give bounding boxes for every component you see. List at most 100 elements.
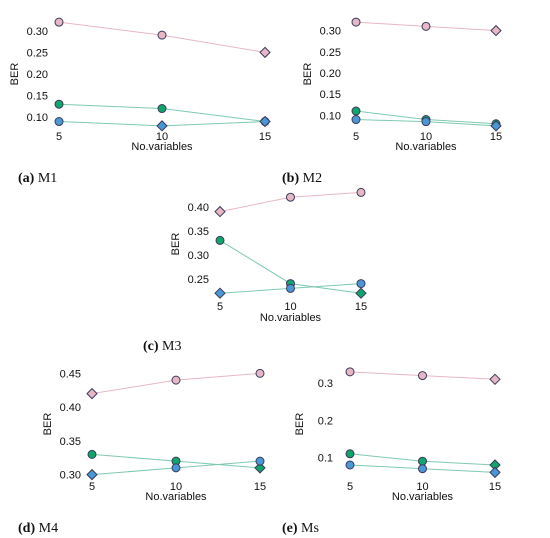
y-tick-label: 0.35 <box>60 436 81 448</box>
y-tick-label: 0.40 <box>60 402 81 414</box>
panel-caption: (d) M4 <box>18 521 58 536</box>
y-tick-label: 0.25 <box>188 274 209 286</box>
caption-letter: (b) <box>282 171 299 186</box>
data-point-diamond <box>259 46 271 59</box>
y-tick-label: 0.25 <box>320 47 341 59</box>
caption-text: M2 <box>299 171 322 186</box>
panel-caption: (a) M1 <box>18 171 57 186</box>
x-tick-label: 15 <box>259 131 271 143</box>
panel-caption: (e) Ms <box>282 521 319 536</box>
caption-letter: (d) <box>18 521 35 536</box>
data-point-circle <box>351 17 361 27</box>
data-point-circle <box>345 460 355 470</box>
x-tick-label: 10 <box>416 481 428 493</box>
data-point-diamond <box>489 373 501 386</box>
data-point-circle <box>54 99 64 109</box>
data-point-circle <box>351 115 361 125</box>
y-tick-label: 0.25 <box>27 47 48 59</box>
data-point-circle <box>345 367 355 377</box>
panel-caption: (c) M3 <box>143 339 182 354</box>
x-tick-label: 5 <box>217 301 223 313</box>
data-point-diamond <box>355 287 367 299</box>
y-tick-label: 0.20 <box>320 68 341 80</box>
x-tick-label: 5 <box>347 481 353 493</box>
x-tick-label: 15 <box>355 301 367 313</box>
data-point-circle <box>54 17 64 27</box>
data-point-circle <box>255 368 265 378</box>
y-tick-label: 0.30 <box>60 470 81 482</box>
data-point-circle <box>286 283 295 293</box>
data-point-circle <box>356 187 366 197</box>
data-point-diamond <box>86 387 98 400</box>
chart-panel-3: 0.25 0.30 0.35 0.40 5 10 15 No.variables BER (c) … <box>143 187 367 354</box>
y-tick-label: 0.35 <box>188 226 209 238</box>
x-tick-label: 10 <box>284 301 296 313</box>
chart-panel-2: 0.10 0.15 0.20 0.25 0.30 5 10 15 No.variables BER… <box>282 17 502 186</box>
chart-panel-1: 0.10 0.15 0.20 0.25 0.30 5 10 15 No.variables BER… <box>9 17 271 186</box>
chart-panel-5: 0.1 0.2 0.3 5 10 15 No.variables BER (e) Ms <box>282 367 501 536</box>
y-tick-label: 0.20 <box>27 69 48 81</box>
y-tick-label: 0.10 <box>320 110 341 122</box>
data-point-diamond <box>490 120 502 132</box>
x-tick-label: 5 <box>56 131 62 143</box>
y-axis-label: BER <box>302 63 314 86</box>
x-tick-label: 5 <box>89 481 95 493</box>
y-tick-label: 0.40 <box>188 202 209 214</box>
y-tick-label: 0.30 <box>320 26 341 38</box>
x-tick-label: 15 <box>490 131 502 143</box>
data-point-circle <box>418 464 427 474</box>
y-axis-label: BER <box>294 413 306 436</box>
y-tick-label: 0.2 <box>318 415 333 427</box>
y-tick-label: 0.30 <box>188 250 209 262</box>
caption-letter: (a) <box>18 171 35 186</box>
data-point-circle <box>171 463 181 473</box>
y-axis-label: BER <box>9 63 21 86</box>
data-point-diamond <box>86 468 98 481</box>
y-axis-label: BER <box>42 413 54 436</box>
data-point-circle <box>157 30 167 40</box>
y-tick-label: 0.15 <box>320 89 341 101</box>
data-point-diamond <box>254 462 266 474</box>
x-axis-label: No.variables <box>395 141 457 153</box>
data-point-circle <box>356 279 366 289</box>
x-tick-label: 15 <box>489 481 501 493</box>
x-axis-label: No.variables <box>392 491 454 503</box>
caption-text: M3 <box>159 339 182 354</box>
y-tick-label: 0.1 <box>318 453 333 465</box>
data-point-diamond <box>490 24 502 37</box>
data-point-circle <box>215 235 225 245</box>
caption-text: M1 <box>34 171 57 186</box>
data-point-circle <box>87 449 97 459</box>
data-point-circle <box>171 375 181 385</box>
x-tick-label: 5 <box>353 131 359 143</box>
data-point-diamond <box>489 466 501 479</box>
y-axis-label: BER <box>170 233 182 256</box>
data-point-diamond <box>156 120 168 132</box>
x-tick-label: 15 <box>254 481 266 493</box>
data-point-diamond <box>259 115 271 128</box>
data-point-circle <box>351 106 361 116</box>
data-point-diamond <box>214 205 226 218</box>
data-point-circle <box>421 117 431 127</box>
data-point-circle <box>54 117 64 127</box>
y-tick-label: 0.10 <box>27 112 48 124</box>
data-point-circle <box>286 192 295 202</box>
chart-panel-4: 0.30 0.35 0.40 0.45 5 10 15 No.variables BER (d) … <box>18 368 266 536</box>
data-point-circle <box>421 21 431 31</box>
caption-text: M4 <box>35 521 58 536</box>
data-point-circle <box>255 456 265 466</box>
y-tick-label: 0.45 <box>60 368 81 380</box>
caption-letter: (c) <box>143 339 159 354</box>
x-axis-label: No.variables <box>260 312 322 324</box>
x-axis-label: No.variables <box>131 141 193 153</box>
x-tick-label: 10 <box>156 131 168 143</box>
y-tick-label: 0.15 <box>27 91 48 103</box>
caption-text: Ms <box>298 521 319 536</box>
data-point-circle <box>418 456 427 466</box>
data-point-diamond <box>214 287 226 299</box>
data-point-circle <box>157 104 167 114</box>
x-tick-label: 10 <box>170 481 182 493</box>
data-point-circle <box>418 371 427 381</box>
panel-caption: (b) M2 <box>282 171 322 186</box>
